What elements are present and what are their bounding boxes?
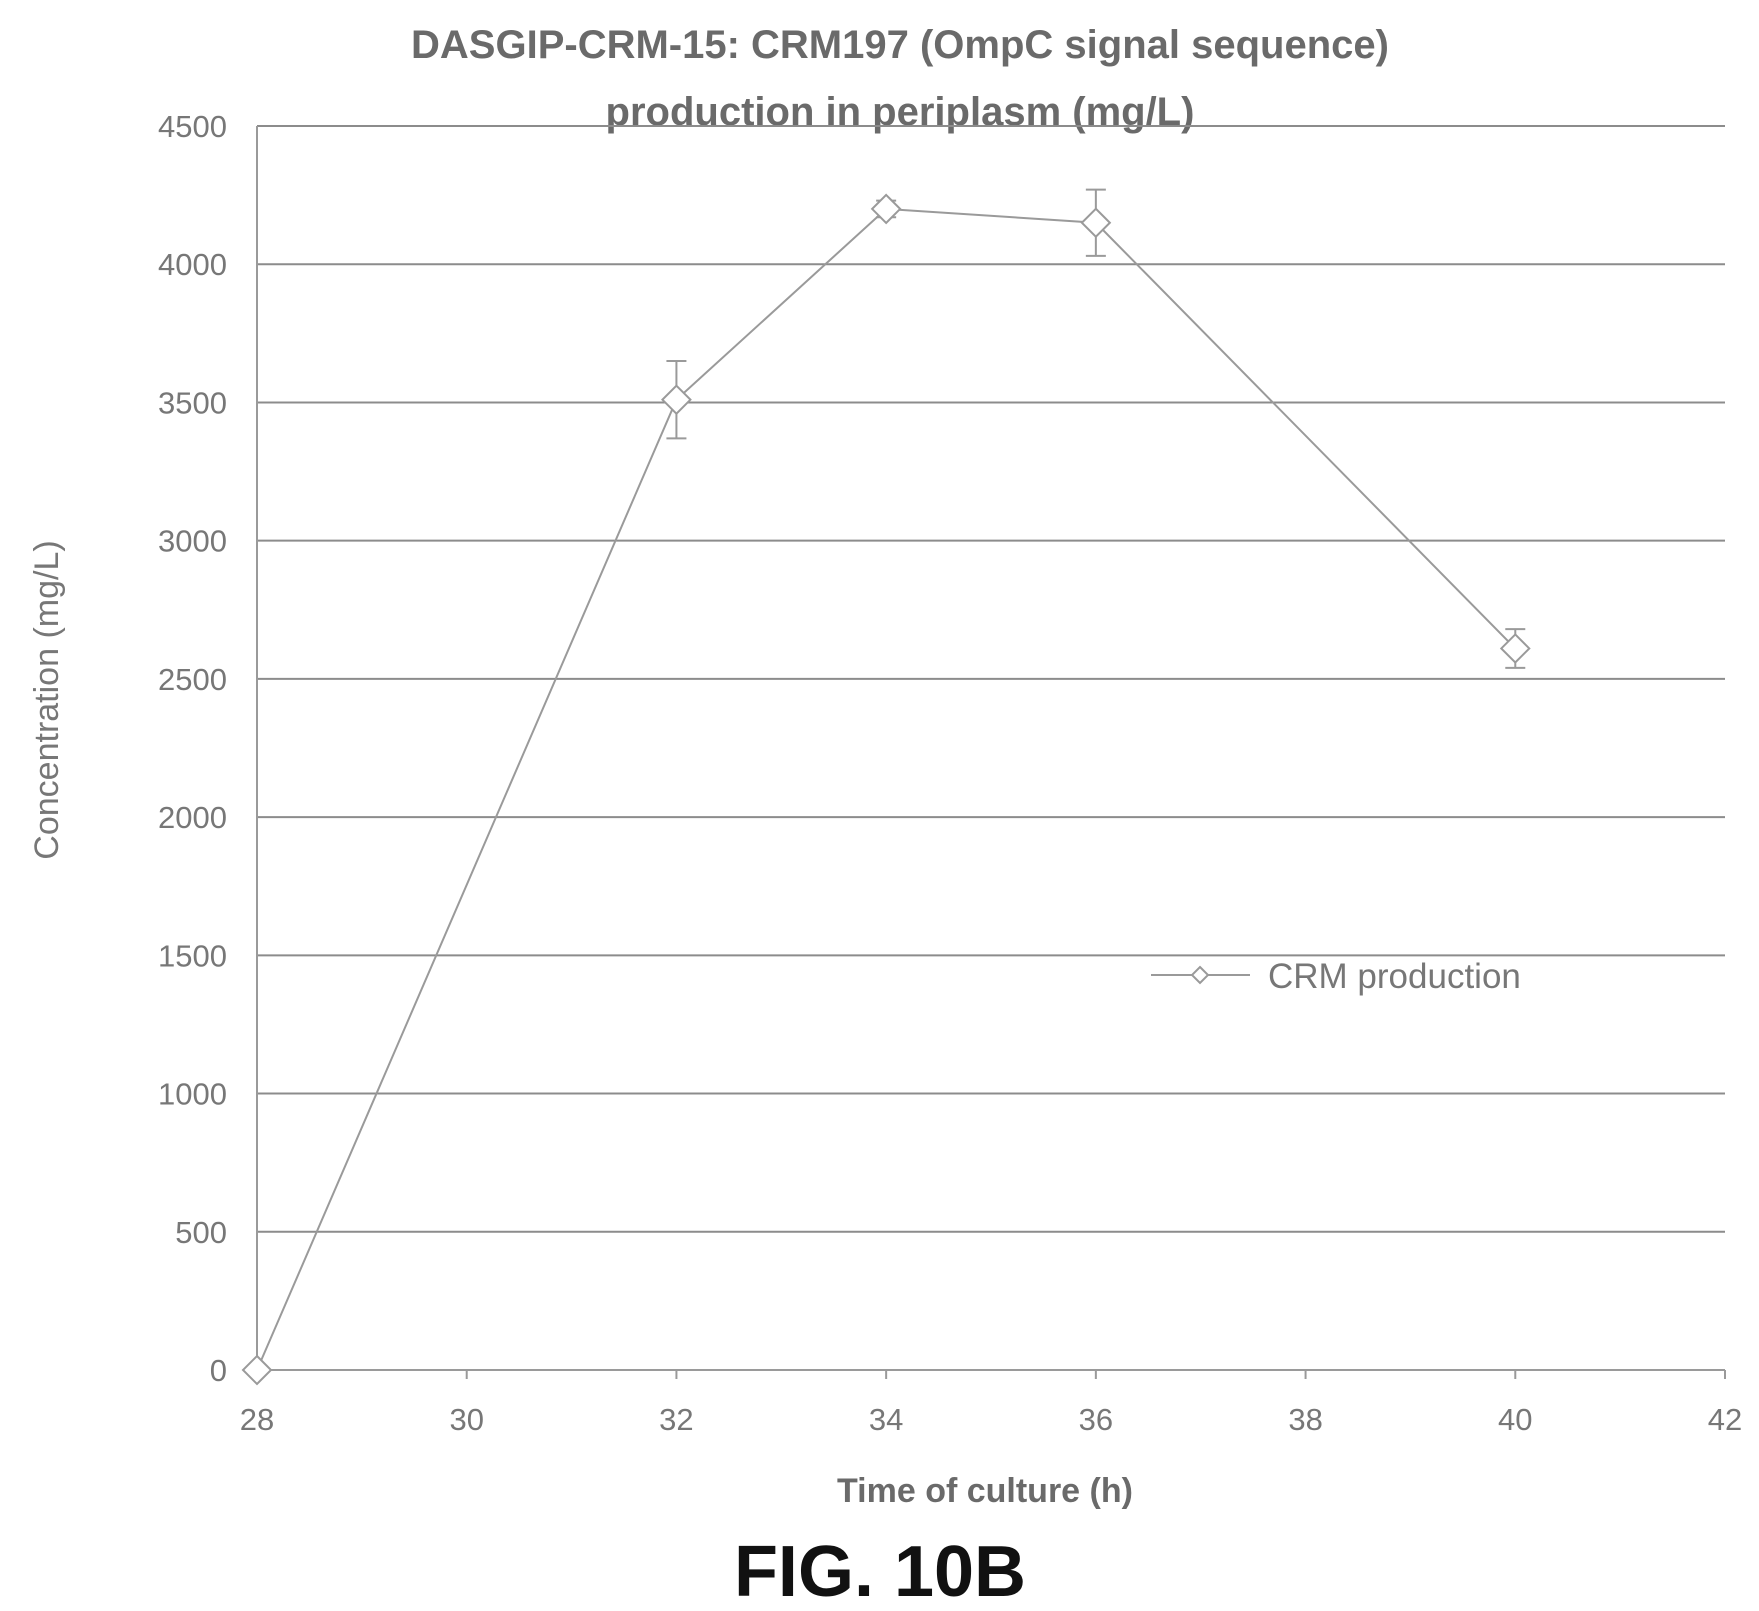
y-tick-labels: 0 500 1000 1500 2000 2500 3000 3500 4000 4500 — [158, 109, 227, 1388]
x-tick-label: 32 — [659, 1402, 693, 1437]
x-tick-label: 28 — [240, 1402, 274, 1437]
chart-title-line-1: DASGIP-CRM-15: CRM197 (OmpC signal seque… — [411, 23, 1389, 67]
y-tick-label: 3500 — [158, 385, 227, 420]
x-axis-label: Time of culture (h) — [837, 1472, 1133, 1510]
data-point-marker — [870, 193, 902, 225]
x-tick-labels: 28 30 32 34 36 38 40 42 — [240, 1402, 1742, 1437]
x-tick-label: 30 — [449, 1402, 483, 1437]
data-point-marker — [661, 384, 692, 416]
y-tick-label: 4500 — [158, 109, 227, 144]
figure-caption: FIG. 10B — [734, 1532, 1026, 1611]
x-tick-label: 38 — [1288, 1402, 1322, 1437]
series-line — [256, 207, 1516, 1371]
x-tick-label: 42 — [1708, 1402, 1742, 1437]
data-point-marker — [1499, 633, 1531, 664]
gridlines — [257, 125, 1725, 1233]
legend-label: CRM production — [1268, 957, 1521, 996]
y-axis-label: Concentration (mg/L) — [28, 540, 66, 859]
x-tick-label: 40 — [1498, 1402, 1532, 1437]
y-tick-label: 500 — [175, 1215, 227, 1250]
x-tick-label: 36 — [1079, 1402, 1113, 1437]
y-tick-label: 2500 — [158, 662, 227, 697]
y-tick-label: 4000 — [158, 247, 227, 282]
data-point-marker — [1080, 207, 1112, 239]
legend: CRM production — [1151, 957, 1521, 996]
y-tick-label: 0 — [210, 1353, 227, 1388]
x-tick-label: 34 — [869, 1402, 903, 1437]
y-tick-label: 3000 — [158, 524, 227, 559]
data-series — [241, 188, 1531, 1386]
data-point-marker — [241, 1354, 273, 1386]
y-tick-label: 1000 — [158, 1077, 227, 1112]
legend-marker-diamond — [1190, 965, 1210, 985]
chart-title-line-2: production in periplasm (mg/L) — [606, 90, 1195, 134]
y-tick-label: 2000 — [158, 800, 227, 835]
y-tick-label: 1500 — [158, 938, 227, 973]
axes — [256, 126, 1726, 1379]
